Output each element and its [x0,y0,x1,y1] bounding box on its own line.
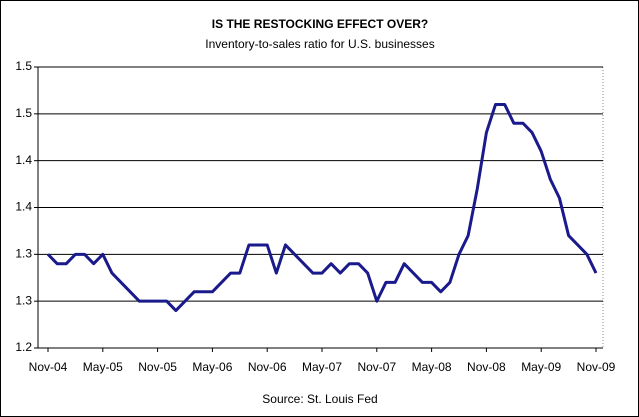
y-tick-label: 1.5 [15,59,32,73]
y-tick-label: 1.4 [15,200,32,214]
x-tick-label: May-07 [302,360,342,374]
chart-title: IS THE RESTOCKING EFFECT OVER? [212,17,428,31]
x-tick-label: Nov-05 [138,360,177,374]
x-tick-label: Nov-06 [248,360,287,374]
y-tick-label: 1.3 [15,247,32,261]
y-tick-label: 1.5 [15,106,32,120]
x-tick-label: May-08 [412,360,452,374]
x-tick-label: Nov-07 [357,360,396,374]
chart-subtitle: Inventory-to-sales ratio for U.S. busine… [205,37,434,51]
y-tick-label: 1.2 [15,340,32,354]
x-tick-label: May-05 [83,360,123,374]
x-tick-label: Nov-04 [29,360,68,374]
source: Source: St. Louis Fed [262,392,377,406]
x-tick-label: May-06 [192,360,232,374]
y-tick-label: 1.3 [15,293,32,307]
x-tick-label: May-09 [521,360,561,374]
line [46,102,598,313]
x-tick-label: Nov-09 [577,360,616,374]
x-tick-label: Nov-08 [467,360,506,374]
y-tick-label: 1.4 [15,153,32,167]
